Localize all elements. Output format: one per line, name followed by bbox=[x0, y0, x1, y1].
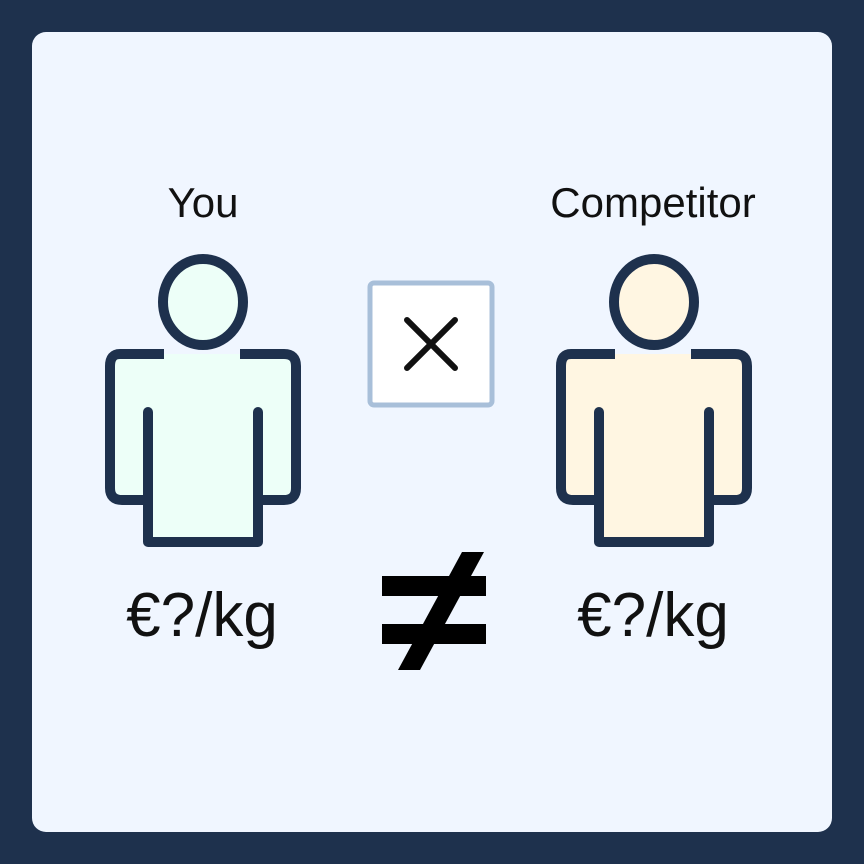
you-label: You bbox=[167, 179, 239, 226]
competitor-price: €?/kg bbox=[577, 581, 729, 650]
you-price: €?/kg bbox=[126, 581, 278, 650]
not-equal-icon bbox=[382, 552, 486, 670]
competitor-label: Competitor bbox=[550, 179, 756, 226]
multiply-box bbox=[367, 280, 495, 408]
you-person-icon bbox=[105, 254, 301, 547]
close-icon bbox=[404, 317, 458, 371]
competitor-person-icon bbox=[556, 254, 752, 547]
